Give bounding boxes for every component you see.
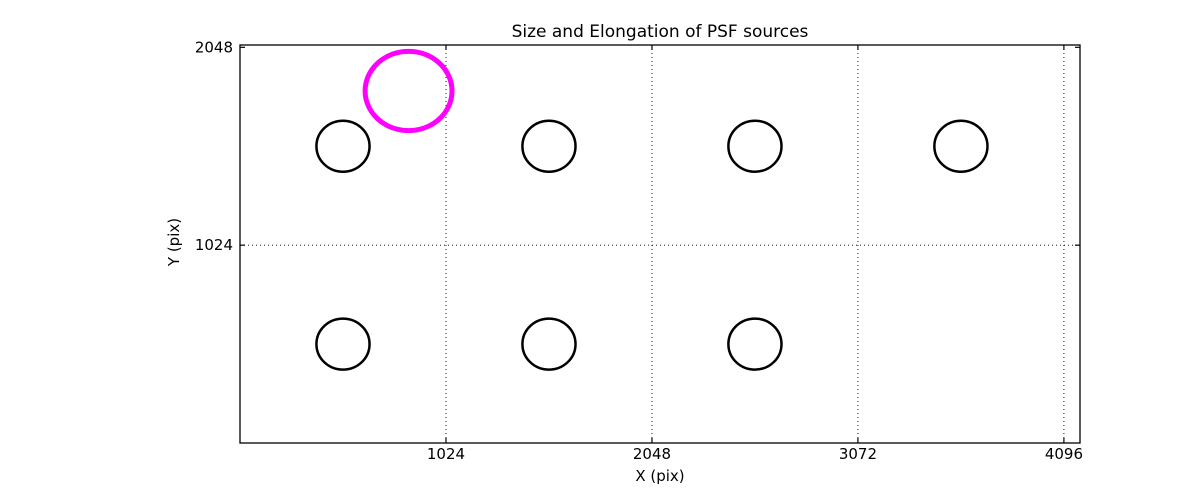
psf-source-ellipse [521, 119, 577, 173]
psf-source-ellipse [315, 119, 371, 173]
psf-source-ellipse [727, 317, 783, 371]
x-tick-label: 1024 [427, 445, 465, 463]
x-axis-label: X (pix) [635, 467, 685, 485]
y-tick-label: 2048 [195, 38, 233, 56]
y-tick-label: 1024 [195, 236, 233, 254]
plot-title: Size and Elongation of PSF sources [511, 22, 809, 42]
psf-source-ellipse [521, 317, 577, 371]
psf-source-ellipse [727, 119, 783, 173]
psf-source-ellipse [315, 317, 371, 371]
x-tick-label: 3072 [839, 445, 877, 463]
psf-source-ellipse [933, 119, 989, 173]
plot-frame [239, 44, 1081, 444]
highlighted-source-ellipse [362, 48, 455, 134]
y-axis-label: Y (pix) [165, 217, 183, 267]
x-tick-label: 4096 [1045, 445, 1083, 463]
x-tick-label: 2048 [633, 445, 671, 463]
